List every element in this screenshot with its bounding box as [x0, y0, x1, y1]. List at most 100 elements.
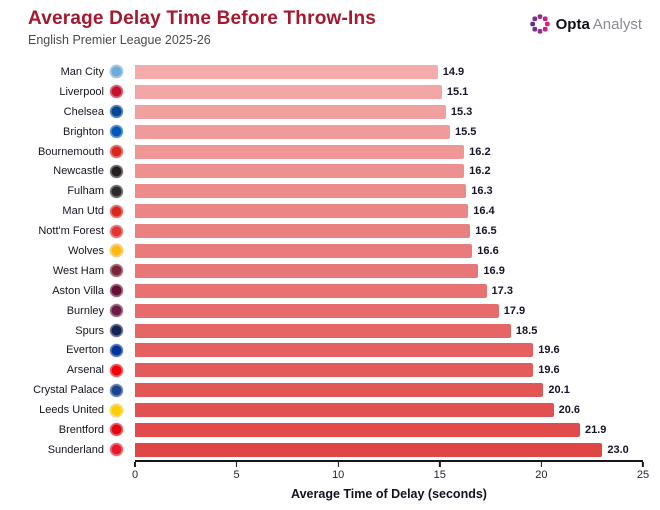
bar [135, 263, 479, 278]
opta-logo-icon [530, 14, 550, 34]
bar-track: 15.3 [135, 104, 643, 119]
team-label: Liverpool [59, 85, 104, 98]
opta-analyst-logo: Opta Analyst [529, 13, 642, 35]
value-label: 17.9 [503, 304, 526, 317]
tick-mark [642, 462, 644, 467]
value-label: 19.6 [538, 364, 560, 377]
team-label: Bournemouth [37, 145, 104, 158]
chart-row: Newcastle 16.2 [0, 161, 643, 181]
bar-track: 19.6 [135, 343, 643, 358]
value-label: 16.3 [471, 185, 493, 198]
bar [135, 363, 534, 378]
value-label: 15.3 [450, 105, 473, 118]
chart-row: Arsenal 19.6 [0, 360, 643, 380]
bar [135, 184, 467, 199]
bar [135, 243, 473, 258]
bar-chart-rows: Man City 14.9 Liverpool 15.1 Chelsea 15.3 Brig… [0, 62, 643, 460]
club-crest-icon [110, 184, 123, 198]
chart-row: Man Utd 16.4 [0, 201, 643, 221]
chart-row: Bournemouth 16.2 [0, 142, 643, 162]
chart-row: Everton 19.6 [0, 340, 643, 360]
bar-track: 16.2 [135, 164, 643, 179]
bar [135, 422, 580, 437]
bar [135, 303, 499, 318]
chart-row: Man City 14.9 [0, 62, 643, 82]
club-crest-icon [110, 145, 123, 158]
chart-row: Chelsea 15.3 [0, 102, 643, 122]
x-tick: 15 [434, 462, 446, 481]
team-label: Burnley [66, 304, 104, 317]
bar [135, 204, 469, 219]
team-label: Wolves [68, 244, 104, 257]
value-label: 14.9 [442, 65, 465, 78]
team-label: Chelsea [63, 105, 104, 118]
tick-label: 10 [332, 469, 345, 481]
club-crest-icon [110, 423, 123, 437]
logo-brand-opta: Opta [555, 15, 590, 33]
chart-row: West Ham 16.9 [0, 261, 643, 281]
club-crest-icon [110, 65, 123, 79]
x-axis-label: Average Time of Delay (seconds) [291, 487, 487, 501]
team-label: Brighton [63, 125, 104, 138]
bar [135, 164, 465, 179]
bar-track: 16.4 [135, 204, 643, 219]
team-label: Leeds United [39, 404, 104, 417]
tick-mark [439, 462, 441, 467]
value-label: 16.2 [469, 145, 491, 158]
team-label: Brentford [58, 423, 104, 436]
bar-track: 16.6 [135, 243, 643, 258]
value-label: 18.5 [515, 324, 538, 337]
x-tick: 5 [234, 462, 240, 481]
team-label: Aston Villa [52, 284, 104, 297]
bar-track: 20.6 [135, 403, 643, 418]
club-crest-icon [110, 204, 123, 218]
chart-row: Nott'm Forest 16.5 [0, 221, 643, 241]
chart-row: Spurs 18.5 [0, 321, 643, 341]
club-crest-icon [110, 264, 123, 278]
tick-mark [337, 462, 339, 467]
chart-row: Fulham 16.3 [0, 181, 643, 201]
team-label: Arsenal [66, 364, 104, 377]
bar-track: 23.0 [135, 442, 643, 457]
chart-row: Liverpool 15.1 [0, 82, 643, 102]
value-label: 20.6 [558, 404, 580, 417]
team-label: Spurs [75, 324, 104, 337]
team-label: Sunderland [47, 443, 104, 456]
value-label: 16.4 [473, 205, 495, 218]
bar-track: 20.1 [135, 383, 643, 398]
club-crest-icon [110, 443, 123, 457]
club-crest-icon [110, 164, 123, 178]
club-crest-icon [110, 85, 123, 99]
logo-brand-analyst: Analyst [592, 15, 642, 33]
bar [135, 84, 442, 99]
club-crest-icon [110, 304, 123, 318]
chart-row: Burnley 17.9 [0, 301, 643, 321]
value-label: 16.9 [483, 264, 505, 277]
tick-label: 20 [535, 469, 548, 481]
club-crest-icon [110, 343, 123, 357]
bar [135, 343, 534, 358]
bar [135, 104, 446, 119]
chart-row: Brighton 15.5 [0, 122, 643, 142]
bar [135, 224, 471, 239]
bar [135, 323, 511, 338]
tick-label: 0 [131, 469, 139, 481]
tick-label: 15 [433, 469, 446, 481]
chart-row: Crystal Palace 20.1 [0, 380, 643, 400]
tick-mark [235, 462, 238, 467]
bar-track: 15.5 [135, 124, 643, 139]
bar-track: 19.6 [135, 363, 643, 378]
value-label: 23.0 [607, 443, 629, 456]
team-label: Crystal Palace [33, 384, 104, 397]
club-crest-icon [110, 244, 123, 258]
value-label: 16.6 [477, 244, 499, 257]
value-label: 19.6 [538, 344, 560, 357]
club-crest-icon [110, 324, 123, 338]
bar-track: 17.9 [135, 303, 643, 318]
bar-track: 17.3 [135, 283, 643, 298]
value-label: 16.5 [475, 225, 497, 238]
value-label: 20.1 [548, 384, 570, 397]
tick-label: 5 [233, 469, 240, 481]
bar-track: 16.9 [135, 263, 643, 278]
